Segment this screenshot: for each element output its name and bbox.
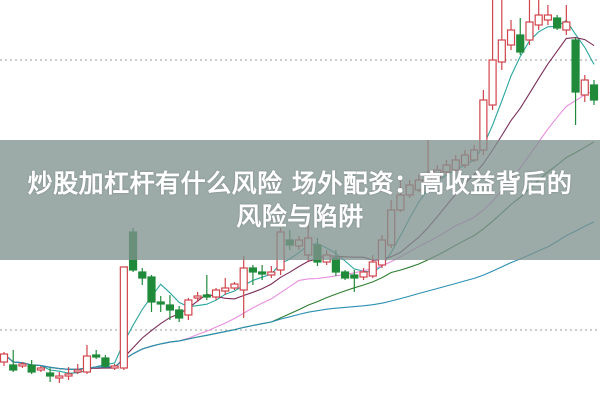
candle <box>571 38 580 125</box>
candle <box>488 0 497 110</box>
title-line-2: 风险与陷阱 <box>236 202 364 231</box>
candle-body <box>36 367 45 371</box>
candle-body <box>543 14 553 21</box>
candle-body <box>147 276 156 303</box>
candle-body <box>562 21 571 31</box>
candle <box>211 288 221 300</box>
candle <box>184 298 193 320</box>
candle <box>589 80 599 105</box>
candle <box>55 372 64 383</box>
candle <box>0 352 9 366</box>
candle-body <box>82 355 92 373</box>
candle-body <box>221 287 230 292</box>
candle-body <box>589 84 599 101</box>
candle-body <box>55 375 64 379</box>
candle <box>202 275 211 300</box>
candle-body <box>0 353 9 363</box>
candle-body <box>534 14 543 26</box>
candle <box>138 268 147 285</box>
candle <box>239 256 248 318</box>
candle <box>230 282 239 290</box>
candle-body <box>571 39 580 93</box>
candle-body <box>184 299 193 316</box>
candle <box>553 15 562 30</box>
candle-body <box>9 364 18 371</box>
candle-body <box>331 257 340 273</box>
candle-body <box>248 267 258 273</box>
candle <box>221 278 230 295</box>
candle-body <box>101 357 110 367</box>
candle-body <box>175 309 184 319</box>
candle <box>110 364 119 370</box>
candle-body <box>359 271 368 278</box>
candle <box>267 266 276 278</box>
candle <box>562 5 571 35</box>
candle <box>359 268 368 280</box>
candle-body <box>267 271 276 276</box>
candle <box>248 265 258 285</box>
candle <box>82 345 92 374</box>
candle-body <box>258 271 267 275</box>
candle <box>258 265 267 280</box>
candle <box>516 18 525 55</box>
candle-body <box>525 21 534 41</box>
candle <box>73 364 82 374</box>
candle-body <box>18 363 27 367</box>
candle-body <box>340 271 350 279</box>
candle <box>92 350 101 359</box>
title-banner: 炒股加杠杆有什么风险 场外配资：高收益背后的 风险与陷阱 <box>0 140 600 260</box>
candle <box>193 292 202 302</box>
candle-body <box>165 304 175 311</box>
candle-body <box>138 271 147 279</box>
candle-body <box>516 34 525 53</box>
candle <box>45 368 55 382</box>
candle <box>340 270 350 280</box>
candle-body <box>350 274 359 279</box>
candle-body <box>27 364 36 373</box>
candle-body <box>506 29 516 46</box>
ma60-line <box>3 221 595 370</box>
candle <box>101 355 110 368</box>
candle <box>119 266 128 370</box>
candle-body <box>230 283 239 289</box>
candle <box>36 366 45 372</box>
title-line-1: 炒股加杠杆有什么风险 场外配资：高收益背后的 <box>27 169 573 198</box>
candle-body <box>488 59 497 106</box>
candle-body <box>580 79 589 96</box>
candle <box>525 0 534 45</box>
candle <box>27 360 36 374</box>
candle <box>147 275 156 312</box>
candle <box>156 296 165 312</box>
candle <box>9 350 18 372</box>
candle-body <box>119 266 128 369</box>
candle-body <box>211 289 221 298</box>
candle-body <box>368 261 377 277</box>
candle-body <box>553 17 562 29</box>
candle-body <box>202 294 211 298</box>
candle-body <box>45 372 55 377</box>
candle <box>497 0 506 70</box>
candle <box>534 0 543 30</box>
candle <box>64 367 73 380</box>
candle <box>175 306 184 322</box>
candle-body <box>156 301 165 305</box>
candle-body <box>497 39 506 63</box>
candle <box>18 362 27 368</box>
candle-body <box>64 373 73 377</box>
candle <box>543 5 553 25</box>
candle-body <box>193 295 202 299</box>
candle-body <box>92 354 101 358</box>
candle-body <box>110 365 119 369</box>
candle <box>506 20 516 50</box>
candle <box>580 75 589 102</box>
candle-body <box>73 369 82 373</box>
candle <box>350 270 359 292</box>
candle-body <box>239 267 248 291</box>
candle <box>165 295 175 320</box>
